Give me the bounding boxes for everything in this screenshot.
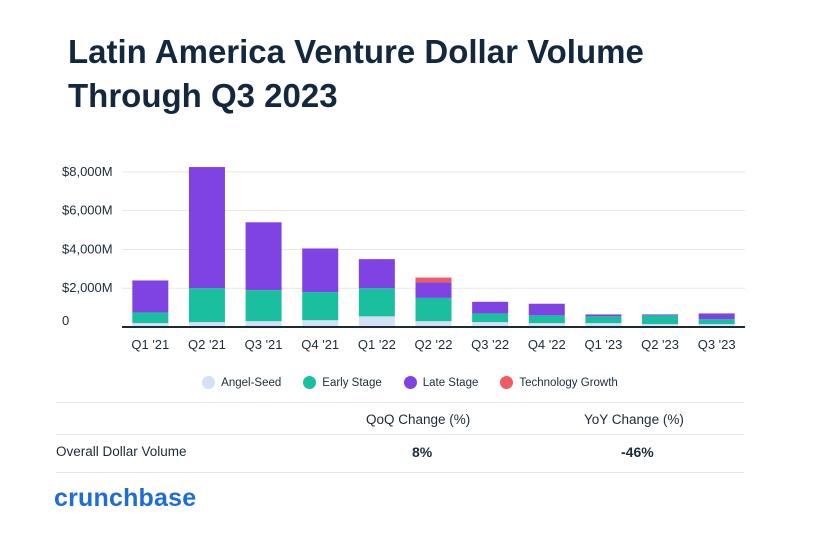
stacked-bar-chart: 0 $2,000M $4,000M $6,000M $8,000M Q1 '21 Q2 '2… — [62, 164, 745, 352]
bar-segment-angel-seed — [245, 321, 282, 327]
table-divider — [56, 472, 744, 473]
legend-swatch-early-stage — [303, 376, 317, 389]
chart-title: Latin America Venture Dollar Volume Thro… — [68, 33, 644, 114]
x-tick-label: Q2 '21 — [188, 337, 226, 352]
qoq-value: 8% — [412, 444, 433, 460]
bar-segment-early-stage — [188, 288, 225, 323]
bar-segment-late-stage — [188, 167, 225, 289]
x-tick-label: Q2 '22 — [415, 337, 453, 352]
qoq-header: QoQ Change (%) — [366, 412, 471, 427]
y-tick-label: $6,000M — [62, 203, 113, 218]
bar-segment-late-stage — [698, 313, 735, 320]
legend: Angel-Seed Early Stage Late Stage Techno… — [0, 376, 820, 389]
legend-swatch-technology-growth — [500, 376, 514, 389]
y-tick-label: 0 — [62, 313, 69, 328]
legend-label-early-stage: Early Stage — [322, 376, 382, 389]
y-tick-label: $2,000M — [62, 280, 113, 295]
bar-segment-technology-growth — [415, 277, 452, 283]
bar-segment-angel-seed — [528, 323, 565, 327]
table-divider — [56, 434, 744, 435]
bar-segment-angel-seed — [415, 321, 452, 327]
legend-swatch-angel-seed — [202, 376, 216, 389]
x-tick-label: Q2 '23 — [641, 337, 679, 352]
bar-segment-late-stage — [132, 280, 169, 313]
crunchbase-logo: crunchbase — [54, 484, 197, 512]
bar-segment-late-stage — [528, 303, 565, 316]
bar-segment-early-stage — [302, 292, 339, 321]
x-tick-label: Q1 '22 — [358, 337, 396, 352]
bar-segment-late-stage — [585, 314, 622, 317]
bar-segment-angel-seed — [698, 324, 735, 327]
bar-segment-early-stage — [528, 315, 565, 324]
row-label: Overall Dollar Volume — [56, 444, 187, 459]
legend-item-technology-growth: Technology Growth — [500, 376, 618, 389]
bar-segment-early-stage — [415, 297, 452, 322]
bar-segment-late-stage — [642, 314, 679, 316]
bar-segment-angel-seed — [132, 323, 169, 327]
yoy-value: -46% — [621, 444, 654, 460]
bar-segment-early-stage — [642, 315, 679, 325]
bar-segment-late-stage — [472, 301, 509, 314]
legend-item-late-stage: Late Stage — [403, 376, 479, 389]
bar-segment-angel-seed — [585, 323, 622, 327]
legend-label-technology-growth: Technology Growth — [519, 376, 618, 389]
x-tick-label: Q1 '23 — [584, 337, 622, 352]
legend-label-late-stage: Late Stage — [422, 376, 479, 389]
x-tick-label: Q4 '21 — [301, 337, 339, 352]
legend-swatch-late-stage — [403, 376, 417, 389]
bar-segment-late-stage — [302, 248, 339, 293]
legend-item-angel-seed: Angel-Seed — [202, 376, 281, 389]
legend-item-early-stage: Early Stage — [303, 376, 382, 389]
bar-segment-angel-seed — [188, 322, 225, 327]
y-tick-label: $8,000M — [62, 164, 113, 179]
bar-segment-angel-seed — [358, 316, 395, 327]
bar-segment-late-stage — [358, 259, 395, 289]
bar-segment-late-stage — [245, 222, 282, 291]
x-tick-label: Q3 '22 — [471, 337, 509, 352]
x-tick-label: Q4 '22 — [528, 337, 566, 352]
bar-segment-early-stage — [132, 312, 169, 324]
x-tick-label: Q3 '21 — [245, 337, 283, 352]
bar-segment-angel-seed — [642, 324, 679, 327]
y-tick-label: $4,000M — [62, 241, 113, 256]
bar-segment-early-stage — [472, 313, 509, 323]
bar-segment-angel-seed — [472, 322, 509, 327]
bar-segment-early-stage — [698, 319, 735, 325]
legend-label-angel-seed: Angel-Seed — [221, 376, 282, 389]
x-tick-label: Q3 '23 — [698, 337, 736, 352]
bar-segment-early-stage — [358, 288, 395, 317]
bar-segment-early-stage — [585, 316, 622, 324]
yoy-header: YoY Change (%) — [584, 412, 684, 427]
bar-segment-late-stage — [415, 282, 452, 298]
x-tick-label: Q1 '21 — [131, 337, 169, 352]
bar-segment-angel-seed — [302, 320, 339, 327]
bar-segment-early-stage — [245, 290, 282, 322]
table-divider — [56, 402, 744, 403]
